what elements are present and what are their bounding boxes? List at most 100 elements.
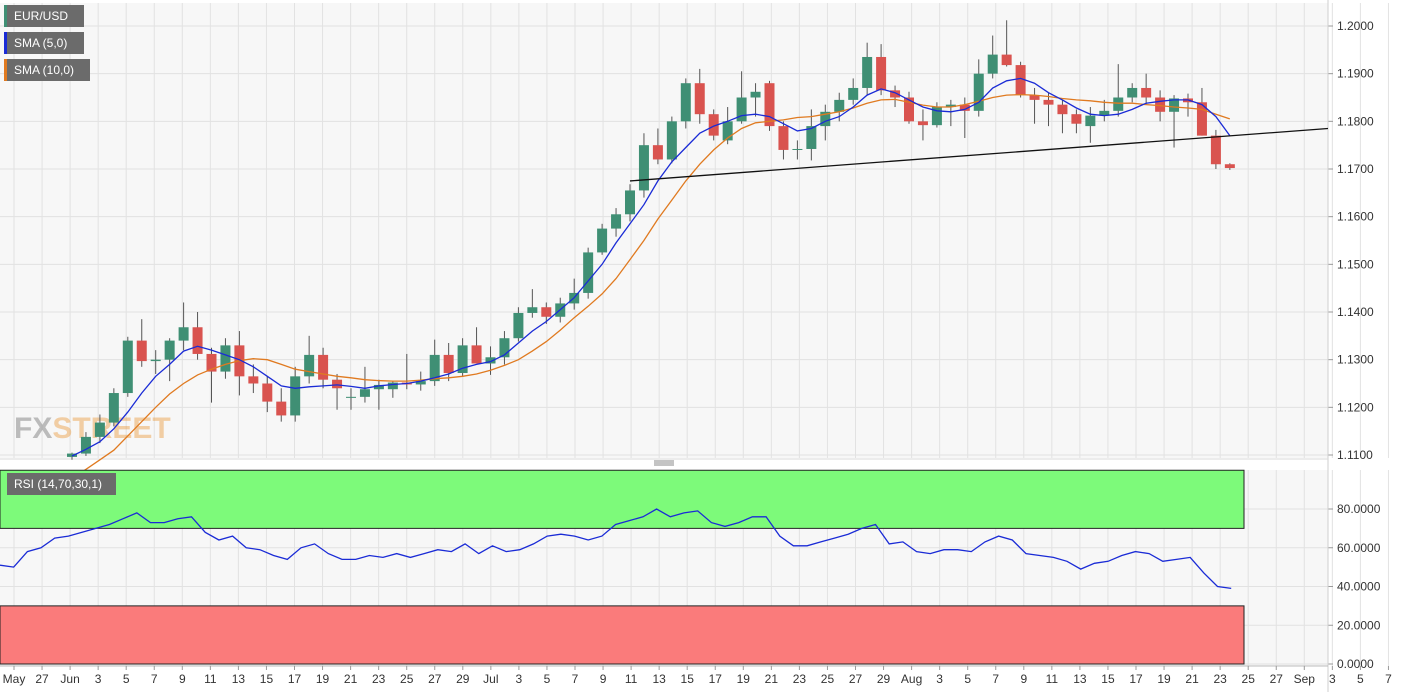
candle-body-bear xyxy=(1210,135,1221,165)
x-tick-label: 23 xyxy=(1213,672,1227,686)
candle-body-bear xyxy=(1057,104,1068,115)
legend-sma5-badge[interactable]: SMA (5,0) xyxy=(4,32,84,54)
rsi-tick-label: 0.0000 xyxy=(1337,657,1374,671)
candle-body-bull xyxy=(848,87,859,100)
candle-body-bear xyxy=(276,401,287,416)
x-tick-label: 27 xyxy=(35,672,49,686)
candle-body-bull xyxy=(736,97,747,122)
x-tick-label: 3 xyxy=(1329,672,1336,686)
rsi-line xyxy=(0,508,1232,590)
candle-body-bull xyxy=(67,453,77,457)
candle-body-bull xyxy=(722,121,733,141)
x-tick-label: 13 xyxy=(232,672,246,686)
legend-sma10-badge[interactable]: SMA (10,0) xyxy=(4,59,90,81)
candle-body-bear xyxy=(1155,97,1166,112)
candle-body-bear xyxy=(1071,114,1082,124)
x-tick-label: 5 xyxy=(123,672,130,686)
candle-body-bull xyxy=(527,307,538,313)
candle-body-bull xyxy=(792,148,803,150)
candle-body-bull xyxy=(178,327,189,341)
candle-body-bull xyxy=(220,345,231,372)
x-tick-label: 23 xyxy=(372,672,386,686)
candle-body-bull xyxy=(820,111,831,127)
candle-body-bull xyxy=(666,121,677,160)
candle-body-bear xyxy=(708,114,719,136)
x-tick-label: 5 xyxy=(1357,672,1364,686)
candle-body-bull xyxy=(638,145,649,191)
x-tick-label: 9 xyxy=(600,672,607,686)
candle-body-bull xyxy=(346,396,356,398)
candle-body-bear xyxy=(1001,54,1012,66)
candle-body-bull xyxy=(987,54,998,74)
candle-body-bull xyxy=(625,190,635,215)
rsi-oversold-zone xyxy=(0,605,1245,665)
candle-body-bull xyxy=(387,382,398,390)
x-tick-label: 3 xyxy=(936,672,943,686)
candle-body-bear xyxy=(1029,95,1040,100)
candle-body-bull xyxy=(806,126,817,149)
candle-body-bear xyxy=(1141,87,1152,98)
rsi-tick-label: 40.0000 xyxy=(1337,580,1381,594)
legend-symbol-badge[interactable]: EUR/USD xyxy=(4,5,84,27)
price-tick-label: 1.1700 xyxy=(1337,162,1374,176)
candle-body-bear xyxy=(471,345,482,364)
x-tick-label: 3 xyxy=(516,672,523,686)
candle-body-bull xyxy=(108,393,119,423)
price-tick-label: 1.2000 xyxy=(1337,19,1374,33)
candle-body-bear xyxy=(876,56,887,91)
x-tick-label: 9 xyxy=(179,672,186,686)
x-tick-label: 15 xyxy=(260,672,274,686)
x-tick-label: 27 xyxy=(1270,672,1284,686)
candle-body-bear xyxy=(541,307,552,317)
rsi-tick-label: 60.0000 xyxy=(1337,541,1381,555)
candle-body-bull xyxy=(1169,98,1180,112)
candle-body-bear xyxy=(959,104,970,111)
support-trendline xyxy=(629,127,1329,182)
x-tick-label: Aug xyxy=(901,672,922,686)
x-tick-label: 13 xyxy=(652,672,666,686)
price-tick-label: 1.1600 xyxy=(1337,210,1374,224)
x-tick-label: 5 xyxy=(964,672,971,686)
legend-sma5-swatch xyxy=(4,32,7,54)
candle-body-bear xyxy=(1196,102,1207,136)
x-tick-label: 11 xyxy=(1046,672,1059,686)
candle-body-bull xyxy=(1099,110,1110,116)
x-tick-label: 17 xyxy=(1129,672,1143,686)
price-tick-label: 1.1100 xyxy=(1337,448,1373,462)
price-tick-label: 1.1300 xyxy=(1337,353,1374,367)
candle-body-bull xyxy=(931,107,942,126)
x-tick-label: 19 xyxy=(737,672,751,686)
candle-body-bull xyxy=(80,436,91,454)
rsi-overbought-zone xyxy=(0,469,1245,529)
x-tick-label: 13 xyxy=(1073,672,1087,686)
candle-body-bear xyxy=(764,83,775,127)
candle-body-bull xyxy=(513,312,524,339)
candle-body-bear xyxy=(206,353,217,372)
price-panel-background xyxy=(0,3,1328,458)
x-tick-label: 29 xyxy=(877,672,891,686)
candle-body-bear xyxy=(262,383,273,402)
candle-body-bear xyxy=(192,327,203,354)
legend-symbol-swatch xyxy=(4,5,7,27)
candle-body-bear xyxy=(332,379,343,389)
legend-rsi-badge[interactable]: RSI (14,70,30,1) xyxy=(4,473,116,495)
legend-sma5-label: SMA (5,0) xyxy=(14,36,68,50)
price-tick-label: 1.1900 xyxy=(1337,67,1374,81)
x-tick-label: 25 xyxy=(1242,672,1256,686)
candle-body-bear xyxy=(1015,65,1026,96)
candle-body-bull xyxy=(94,422,105,437)
candle-body-bear xyxy=(1224,164,1235,169)
x-tick-label: 21 xyxy=(344,672,358,686)
candle-body-bear xyxy=(136,340,147,362)
rsi-tick-label: 20.0000 xyxy=(1337,618,1381,632)
x-tick-label: 3 xyxy=(95,672,102,686)
candle-body-bull xyxy=(611,214,622,229)
candle-body-bear xyxy=(778,126,789,150)
legend-symbol-label: EUR/USD xyxy=(14,9,69,23)
x-tick-label: 27 xyxy=(428,672,442,686)
candle-body-bear xyxy=(694,83,705,115)
rsi-tick-label: 80.0000 xyxy=(1337,502,1381,516)
x-tick-label: 11 xyxy=(625,672,638,686)
